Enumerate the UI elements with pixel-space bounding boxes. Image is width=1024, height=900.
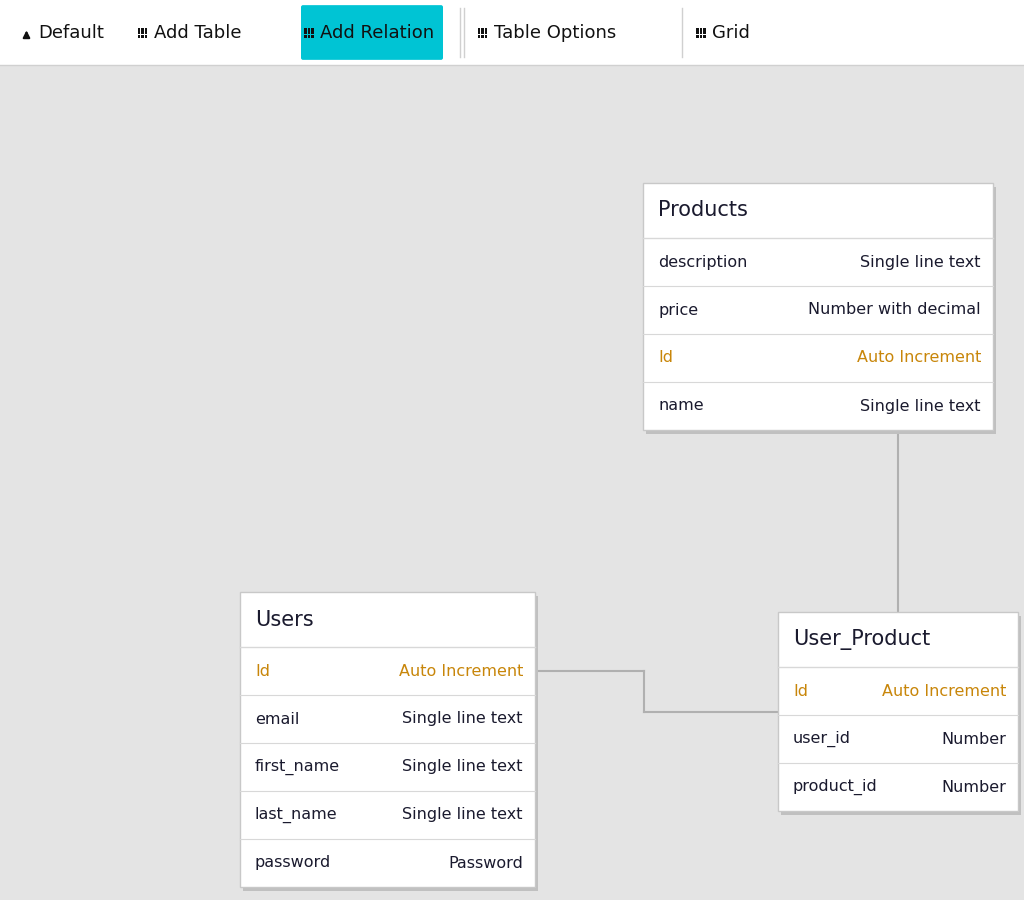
Bar [781, 616, 1021, 815]
Bar [144, 32, 147, 34]
Bar [144, 35, 147, 38]
Text: first_name: first_name [255, 759, 340, 775]
Bar [144, 28, 147, 31]
Text: Id: Id [255, 663, 270, 679]
Bar [699, 28, 702, 31]
Text: description: description [658, 255, 748, 269]
Text: Single line text: Single line text [402, 807, 523, 823]
Bar [307, 28, 310, 31]
Bar [696, 32, 698, 34]
Bar [703, 32, 706, 34]
Text: last_name: last_name [255, 807, 338, 824]
Bar [481, 35, 483, 38]
Bar [307, 35, 310, 38]
Text: Auto Increment: Auto Increment [882, 683, 1006, 698]
Text: Add Relation: Add Relation [319, 23, 434, 41]
Text: Default: Default [39, 23, 104, 41]
Bar [703, 28, 706, 31]
Text: Id: Id [793, 683, 808, 698]
Text: Table Options: Table Options [494, 23, 615, 41]
Text: Single line text: Single line text [860, 255, 981, 269]
Bar [0, 0, 1024, 65]
Bar [311, 28, 313, 31]
Text: Id: Id [658, 350, 673, 365]
Bar [481, 32, 483, 34]
Bar [477, 28, 480, 31]
Text: Products: Products [658, 201, 748, 220]
Bar [477, 35, 480, 38]
Bar [484, 35, 487, 38]
Bar [703, 35, 706, 38]
Text: Single line text: Single line text [402, 760, 523, 775]
Bar [484, 32, 487, 34]
Text: Single line text: Single line text [860, 399, 981, 413]
Text: Single line text: Single line text [402, 712, 523, 726]
Bar [696, 35, 698, 38]
Bar [477, 32, 480, 34]
Bar [137, 32, 140, 34]
Bar [141, 28, 143, 31]
Text: product_id: product_id [793, 778, 878, 795]
Text: Users: Users [255, 609, 313, 629]
Text: Number with decimal: Number with decimal [808, 302, 981, 318]
Bar [311, 35, 313, 38]
Text: Auto Increment: Auto Increment [398, 663, 523, 679]
Text: email: email [255, 712, 299, 726]
Bar [696, 28, 698, 31]
Text: price: price [658, 302, 698, 318]
Text: user_id: user_id [793, 731, 851, 747]
Text: Add Table: Add Table [154, 23, 241, 41]
Bar [240, 592, 535, 887]
Bar [646, 187, 996, 434]
Text: Number: Number [941, 732, 1006, 746]
Text: password: password [255, 856, 331, 870]
Bar [243, 596, 538, 891]
Bar [699, 32, 702, 34]
Bar [643, 183, 993, 430]
Bar [307, 32, 310, 34]
Bar [484, 28, 487, 31]
Bar [304, 35, 307, 38]
Bar [304, 32, 307, 34]
Bar [699, 35, 702, 38]
FancyBboxPatch shape [301, 5, 443, 59]
Bar [137, 28, 140, 31]
Bar [137, 35, 140, 38]
Text: Password: Password [449, 856, 523, 870]
Text: Number: Number [941, 779, 1006, 795]
Bar [141, 32, 143, 34]
Bar [311, 32, 313, 34]
Bar [778, 612, 1018, 811]
Bar [304, 28, 307, 31]
Text: Grid: Grid [712, 23, 750, 41]
Bar [141, 35, 143, 38]
Text: User_Product: User_Product [793, 629, 930, 650]
Text: name: name [658, 399, 703, 413]
Bar [481, 28, 483, 31]
Text: Auto Increment: Auto Increment [857, 350, 981, 365]
